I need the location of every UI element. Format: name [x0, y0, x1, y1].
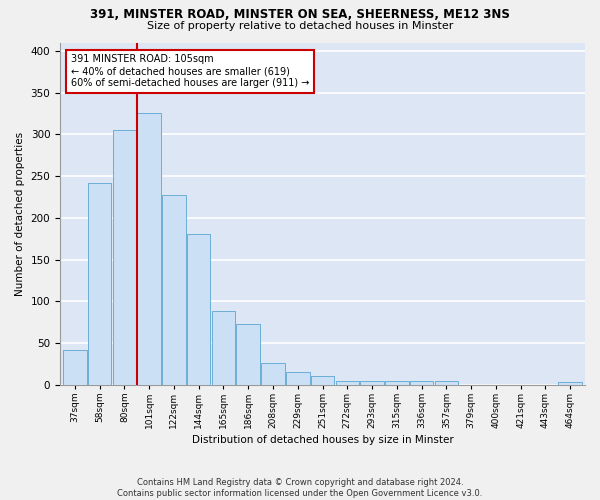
X-axis label: Distribution of detached houses by size in Minster: Distribution of detached houses by size …	[191, 435, 454, 445]
Text: Size of property relative to detached houses in Minster: Size of property relative to detached ho…	[147, 21, 453, 31]
Bar	[137, 114, 161, 384]
Text: Contains HM Land Registry data © Crown copyright and database right 2024.
Contai: Contains HM Land Registry data © Crown c…	[118, 478, 482, 498]
Y-axis label: Number of detached properties: Number of detached properties	[15, 132, 25, 296]
Bar	[335, 382, 359, 384]
Bar	[212, 312, 235, 384]
Bar	[113, 130, 136, 384]
Text: 391, MINSTER ROAD, MINSTER ON SEA, SHEERNESS, ME12 3NS: 391, MINSTER ROAD, MINSTER ON SEA, SHEER…	[90, 8, 510, 20]
Bar	[286, 372, 310, 384]
Bar	[63, 350, 86, 384]
Bar	[88, 182, 112, 384]
Bar	[385, 382, 409, 384]
Text: 391 MINSTER ROAD: 105sqm
← 40% of detached houses are smaller (619)
60% of semi-: 391 MINSTER ROAD: 105sqm ← 40% of detach…	[71, 54, 309, 88]
Bar	[162, 196, 185, 384]
Bar	[261, 363, 285, 384]
Bar	[187, 234, 211, 384]
Bar	[410, 382, 433, 384]
Bar	[434, 382, 458, 384]
Bar	[236, 324, 260, 384]
Bar	[559, 382, 582, 384]
Bar	[360, 382, 384, 384]
Bar	[311, 376, 334, 384]
